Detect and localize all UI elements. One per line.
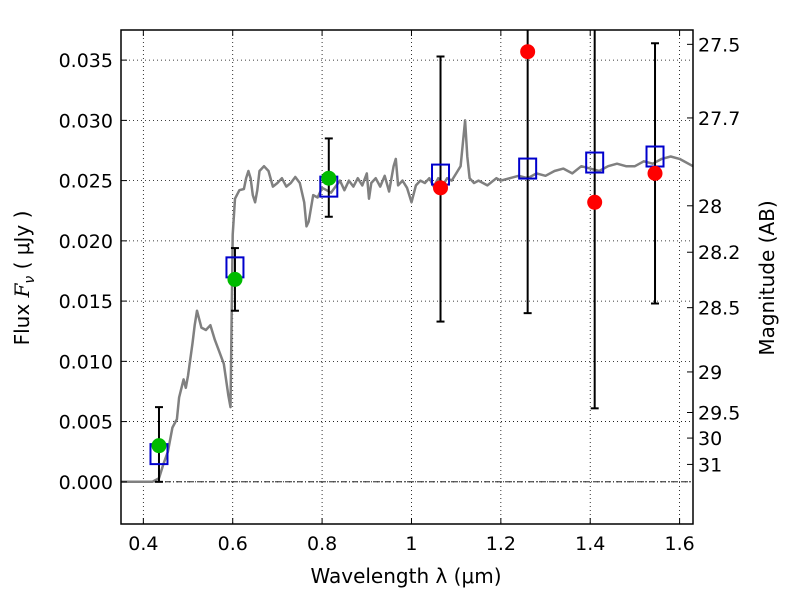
x-tick-label: 1 [405,533,417,555]
measurement-marker [520,44,536,60]
y-axis-label-symbol: F [10,282,34,298]
detection-marker [151,438,167,454]
y-tick-label: 0.020 [59,231,113,253]
x-tick-label: 0.6 [218,533,248,555]
y-tick-label: 0.015 [59,291,113,313]
y-tick-label: 0.030 [59,110,113,132]
plot-frame [120,29,694,525]
mag-tick-label: 27.7 [698,108,740,130]
mag-tick-label: 28.2 [698,242,740,264]
x-tick-label: 1.4 [575,533,605,555]
detection-marker [227,271,243,287]
error-bar [523,30,532,315]
mag-tick-label: 30 [698,428,722,450]
model-square-marker [585,151,605,174]
y-axis-label: Flux Fν ( μJy ) [10,211,38,346]
error-bar [590,30,599,410]
y-axis-label-prefix: Flux [10,297,34,345]
x-tick-label: 0.4 [128,533,158,555]
detection-marker [321,170,337,186]
y-tick-label: 0.010 [59,351,113,373]
ticks [121,30,693,524]
y-axis-label-subscript: ν [22,276,38,284]
mag-tick-label: 27.5 [698,34,740,56]
x-tick-label: 1.2 [486,533,516,555]
y-tick-label: 0.000 [59,472,113,494]
x-axis-label: Wavelength λ (μm) [310,564,501,588]
x-tick-label: 0.8 [307,533,337,555]
x-tick-label: 1.6 [664,533,694,555]
magnitude-tick-labels: 27.5 27.7 28 28.2 28.5 29 29.5 30 31 [698,34,740,476]
mag-tick-label: 29 [698,362,722,384]
measurement-marker [587,194,603,210]
y-tick-label: 0.035 [59,50,113,72]
magnitude-axis-label: Magnitude (AB) [755,200,779,355]
model-square-marker [518,157,538,180]
y-tick-label: 0.025 [59,171,113,193]
mag-tick-label: 29.5 [698,402,740,424]
detection-points [151,170,337,454]
measurement-points [433,44,663,210]
x-tick-labels: 0.4 0.6 0.8 1 1.2 1.4 1.6 [128,533,694,555]
y-axis-label-suffix: ( μJy ) [10,211,34,276]
measurement-marker [647,165,663,181]
y-tick-labels: 0.000 0.005 0.010 0.015 0.020 0.025 0.030 0.035 [59,50,113,494]
mag-tick-label: 28 [698,196,722,218]
y-tick-label: 0.005 [59,412,113,434]
mag-tick-label: 28.5 [698,298,740,320]
mag-tick-label: 31 [698,454,722,476]
measurement-marker [433,180,449,196]
